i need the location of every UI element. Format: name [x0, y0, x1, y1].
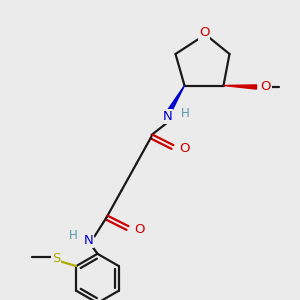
Polygon shape	[224, 85, 256, 89]
Text: S: S	[52, 252, 60, 265]
Polygon shape	[168, 85, 184, 112]
Text: O: O	[199, 26, 209, 40]
Text: O: O	[260, 80, 271, 93]
Text: O: O	[134, 223, 145, 236]
Text: H: H	[181, 106, 190, 120]
Text: H: H	[69, 229, 78, 242]
Text: N: N	[84, 233, 93, 247]
Text: N: N	[163, 110, 172, 123]
Text: O: O	[179, 142, 190, 155]
